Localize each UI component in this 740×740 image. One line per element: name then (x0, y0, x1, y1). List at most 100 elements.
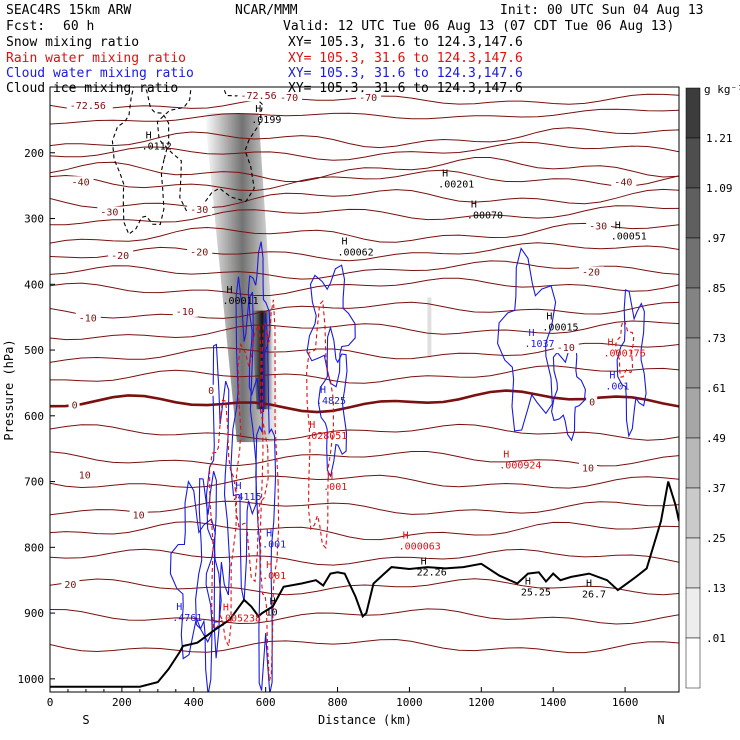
y-axis-title: Pressure (hPa) (2, 339, 16, 440)
temperature-contour-label: -30 (190, 205, 208, 216)
temperature-label-bg (108, 249, 134, 261)
maximum-marker: H (342, 236, 348, 247)
freezing-level-contour (50, 389, 679, 414)
cloud-ice-contour (156, 87, 263, 214)
temperature-contour-label: 0 (72, 400, 78, 411)
x-tick-label: 200 (112, 696, 132, 709)
temperature-label-bg (187, 246, 213, 258)
maximum-marker: H (609, 371, 615, 382)
rain-water-contour (209, 399, 238, 648)
org-label: NCAR/MMM (235, 3, 298, 18)
temperature-contour (50, 141, 679, 161)
init-time: Init: 00 UTC Sun 04 Aug 13 (500, 3, 704, 18)
temperature-contour (50, 342, 679, 363)
maximum-marker: H (223, 603, 229, 614)
temperature-label-bg (356, 92, 382, 104)
forecast-label: Fcst: (6, 19, 46, 34)
temperature-label-bg (187, 203, 213, 215)
temperature-contour-label: -30 (100, 208, 118, 219)
maximum-value-label: 25.25 (521, 587, 551, 598)
forecast-hours: 60 h (63, 19, 95, 34)
model-title: SEAC4RS 15km ARW (6, 3, 132, 18)
temperature-label-bg (129, 509, 148, 521)
temperature-label-bg (578, 266, 604, 278)
x-start-label: S (82, 713, 89, 727)
x-tick-label: 0 (47, 696, 54, 709)
axes: 0 200 400 600 800 1000 1200 1400 160020030040050… (18, 147, 639, 709)
temperature-contour-label: -20 (111, 251, 129, 262)
temperature-label-bg (172, 305, 198, 317)
temperature-label-bg (68, 176, 94, 188)
maximum-value-label: .1037 (524, 339, 554, 350)
temperature-contour-label: -72.56 (70, 101, 106, 112)
cloud-water-contour (497, 247, 557, 432)
temperature-label-bg (75, 469, 94, 481)
contour-labels: -72.56 -72.56 -70 -70 -40 -40 -30 -30 -30 -20 -20 -… (61, 90, 647, 625)
temperature-contour-label: 0 (208, 386, 214, 397)
colorbar-swatch (685, 437, 701, 489)
field-name-snow: Snow mixing ratio (6, 35, 140, 50)
temperature-contour-label: 10 (133, 511, 145, 522)
x-tick-label: 1200 (468, 696, 495, 709)
temperature-contours (50, 93, 679, 654)
colorbar-label: 1.09 (706, 182, 733, 195)
maximum-marker: H (528, 328, 534, 339)
maximum-marker: H (320, 385, 326, 396)
colorbar-label: .73 (706, 332, 726, 345)
temperature-contour (50, 222, 679, 244)
temperature-contour (50, 157, 679, 183)
rain-water-contour (615, 320, 635, 378)
temperature-contour (50, 301, 679, 319)
temperature-label-bg (277, 92, 303, 104)
field-name-rain: Rain water mixing ratio (6, 51, 187, 66)
maximum-marker: H (255, 104, 261, 115)
temperature-contour-label: -10 (557, 343, 575, 354)
maximum-value-label: .001 (262, 539, 286, 550)
maximum-marker: H (266, 560, 272, 571)
rain-water-contour (306, 299, 334, 550)
colorbar: 1.21 1.09 .97 .85 .73 .61 .49 .37 .25 .13 .01 (685, 87, 733, 689)
y-tick-label: 800 (24, 541, 44, 554)
maximum-marker: H (546, 311, 552, 322)
rain-water-contour (260, 299, 280, 682)
temperature-label-bg (237, 90, 284, 102)
maximum-value-label: .028051 (305, 431, 347, 442)
maximum-value-label: 10 (266, 608, 278, 619)
temperature-contour-label: -10 (79, 313, 97, 324)
x-tick-label: 600 (256, 696, 276, 709)
maximum-value-label: .00051 (611, 232, 647, 243)
maximum-marker: H (227, 285, 233, 296)
field-name-cloud-water: Cloud water mixing ratio (6, 66, 194, 81)
field-xy-rain: XY= 105.3, 31.6 to 124.3,147.6 (288, 51, 523, 66)
temperature-label-bg (611, 176, 637, 188)
y-tick-label: 700 (24, 476, 44, 489)
x-axis-title: Distance (km) (318, 713, 412, 727)
y-tick-label: 1000 (18, 673, 45, 686)
temperature-label-bg (61, 578, 80, 590)
colorbar-swatch (685, 487, 701, 539)
y-tick-label: 400 (24, 278, 44, 291)
temperature-contour (50, 474, 679, 489)
temperature-label-bg (586, 220, 612, 232)
colorbar-swatch (685, 537, 701, 589)
terrain-line (50, 481, 679, 688)
colorbar-swatch (685, 187, 701, 239)
temperature-contour-label: -20 (190, 248, 208, 259)
colorbar-swatch (685, 637, 701, 689)
maximum-value-label: .000063 (399, 541, 441, 552)
y-tick-label: 300 (24, 213, 44, 226)
temperature-contour-label: -10 (176, 307, 194, 318)
temperature-contour-label: 0 (589, 398, 595, 409)
maximum-value-label: .0199 (251, 115, 281, 126)
x-tick-label: 1400 (540, 696, 567, 709)
cloud-ice-contour (111, 87, 170, 236)
maximum-marker: H (236, 481, 242, 492)
colorbar-swatch (685, 237, 701, 289)
colorbar-swatch (685, 337, 701, 389)
cloud-water-contour (230, 276, 257, 602)
colorbar-swatch (685, 137, 701, 189)
mixing-ratio-contours (111, 87, 647, 692)
temperature-contour-label: -20 (582, 267, 600, 278)
rain-water-contour (234, 323, 269, 583)
maximum-value-label: 22.26 (417, 568, 447, 579)
